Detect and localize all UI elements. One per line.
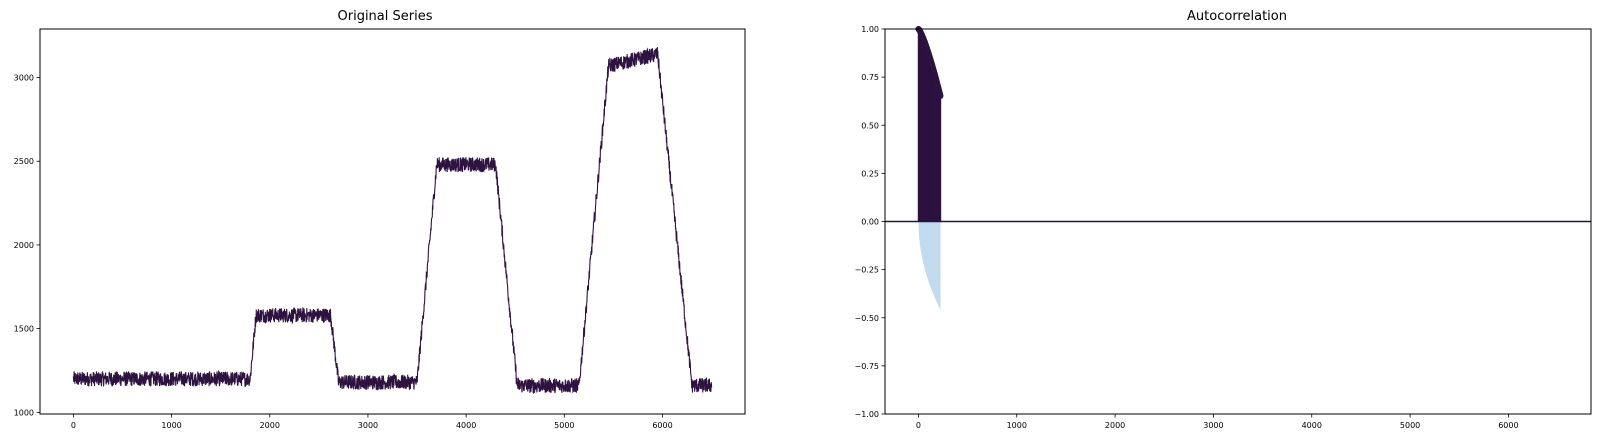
autocorrelation-ytick-label: −0.25	[854, 266, 879, 275]
original-series-ytick-label: 3000	[14, 74, 34, 83]
original-series-frame	[39, 28, 746, 415]
original-series-xtick-label: 2000	[260, 421, 280, 430]
original-series-ytick-label: 2000	[14, 241, 34, 250]
autocorrelation-ytick-label: 0.25	[861, 169, 879, 178]
original-series-xtick-label: 3000	[358, 421, 378, 430]
autocorrelation-ytick-label: 0.50	[861, 121, 879, 130]
original-series-ytick-label: 2500	[14, 157, 34, 166]
autocorrelation-bars	[885, 26, 1591, 311]
original-series-ytick-label: 1500	[14, 325, 34, 334]
original-series-xtick-label: 0	[71, 421, 76, 430]
original-series-xtick-label: 1000	[161, 421, 181, 430]
original-series-axes: 0 1000 2000 3000 4000 5000 6000 1000 1500 2000 250…	[14, 74, 673, 430]
autocorrelation-ytick-label: −0.50	[854, 314, 879, 323]
original-series-plot: Original Series 0 1000 2000 3000 4000 5000 600…	[14, 9, 746, 430]
autocorrelation-ytick-label: 1.00	[861, 25, 879, 34]
original-series-ytick-label: 1000	[14, 408, 34, 417]
autocorrelation-plot: Autocorrelation 0 1000 2000 3000 4000 5000 600…	[854, 9, 1592, 430]
autocorrelation-xtick-label: 0	[916, 421, 921, 430]
autocorrelation-xtick-label: 1000	[1007, 421, 1027, 430]
autocorrelation-ytick-label: 0.00	[861, 218, 879, 227]
original-series-xtick-label: 4000	[456, 421, 476, 430]
original-series-xtick-label: 6000	[652, 421, 672, 430]
autocorrelation-xtick-label: 5000	[1400, 421, 1420, 430]
autocorrelation-xtick-label: 2000	[1105, 421, 1125, 430]
autocorrelation-xtick-label: 6000	[1498, 421, 1518, 430]
autocorrelation-ytick-label: −1.00	[854, 410, 879, 419]
autocorrelation-ytick-label: −0.75	[854, 362, 879, 371]
autocorrelation-title: Autocorrelation	[1187, 9, 1287, 24]
autocorrelation-axes: 0 1000 2000 3000 4000 5000 6000 1.00 0.75 0.50 0.2…	[854, 25, 1518, 430]
autocorrelation-frame	[884, 28, 1592, 415]
autocorrelation-marker	[937, 92, 944, 99]
original-series-xtick-label: 5000	[554, 421, 574, 430]
original-series-trace	[72, 47, 713, 395]
original-series-title: Original Series	[338, 9, 433, 24]
original-series-line	[72, 47, 713, 395]
autocorrelation-xtick-label: 4000	[1302, 421, 1322, 430]
autocorrelation-confidence-band	[918, 221, 941, 311]
autocorrelation-xtick-label: 3000	[1203, 421, 1223, 430]
autocorrelation-ytick-label: 0.75	[861, 73, 879, 82]
